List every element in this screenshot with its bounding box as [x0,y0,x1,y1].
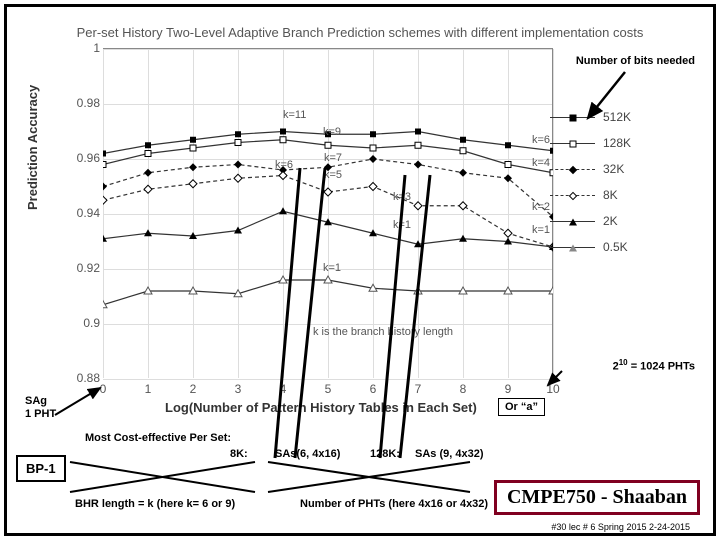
x-tick: 6 [363,382,383,396]
y-tick: 1 [75,41,100,55]
legend-item: 512K [550,110,695,124]
y-tick: 0.92 [75,261,100,275]
k-ann: k=4 [532,157,550,169]
chart-title: Per-set History Two-Level Adaptive Branc… [60,25,660,40]
k-ann: k=9 [323,126,341,138]
k-ann: k=1 [323,262,341,274]
k-ann: k=5 [324,169,342,181]
eight-k-label: 8K: [230,448,248,460]
legend-item: 2K [550,214,695,228]
sas6-label: SAs(6, 4x16) [275,448,340,460]
y-tick: 0.96 [75,151,100,165]
x-tick: 5 [318,382,338,396]
x-tick: 3 [228,382,248,396]
legend-item: 8K [550,188,695,202]
x-axis-label: Log(Number of Pattern History Tables in … [165,400,477,415]
bp1-box: BP-1 [16,455,66,482]
legend-label: 2K [603,214,618,228]
cmpe-box: CMPE750 - Shaaban [494,480,700,515]
legend: 512K 128K 32K 8K 2K 0.5K [550,110,695,266]
history-note: k is the branch history length [313,326,453,338]
y-tick: 0.98 [75,96,100,110]
legend-item: 128K [550,136,695,150]
bits-needed-label: Number of bits needed [576,55,695,67]
cost-label: Most Cost-effective Per Set: [85,432,231,444]
k-ann: k=3 [393,191,411,203]
legend-label: 32K [603,162,624,176]
k-ann: k=2 [532,201,550,213]
x-tick: 0 [93,382,113,396]
x-tick: 10 [543,382,563,396]
k-ann: k=7 [324,152,342,164]
legend-label: 128K [603,136,631,150]
y-tick: 0.94 [75,206,100,220]
y-tick: 0.9 [75,316,100,330]
k-ann: k=1 [532,224,550,236]
x-tick: 9 [498,382,518,396]
k-ann: k=6 [275,159,293,171]
y-axis-label: Prediction Accuracy [25,85,40,210]
nphts-label: Number of PHTs (here 4x16 or 4x32) [300,498,488,510]
128k-label: 128K: [370,448,400,460]
legend-label: 0.5K [603,240,628,254]
x-tick: 4 [273,382,293,396]
page-label: #30 lec # 6 Spring 2015 2-24-2015 [551,522,690,532]
x-tick: 1 [138,382,158,396]
chart-area: k is the branch history length k=11 k=9 … [103,48,553,378]
x-tick: 2 [183,382,203,396]
legend-label: 8K [603,188,618,202]
x-tick: 8 [453,382,473,396]
bhr-label: BHR length = k (here k= 6 or 9) [75,498,235,510]
k-ann: k=11 [283,109,306,121]
k-ann: k=6 [532,134,550,146]
sas9-label: SAs (9, 4x32) [415,448,483,460]
legend-label: 512K [603,110,631,124]
x-tick: 7 [408,382,428,396]
pht-label: 210 = 1024 PHTs [613,358,695,373]
legend-item: 0.5K [550,240,695,254]
legend-item: 32K [550,162,695,176]
k-ann: k=1 [393,219,411,231]
or-a-box: Or “a” [498,398,545,416]
sag-label: SAg 1 PHT [25,395,56,421]
